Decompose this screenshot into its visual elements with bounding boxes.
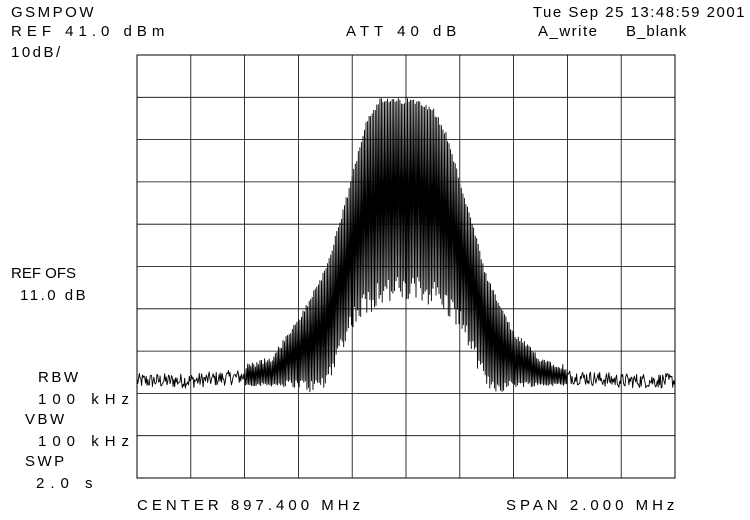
rbw-value: 100 kHz (38, 391, 136, 408)
sweep-label: SWP (25, 453, 67, 470)
ref-offset-label: REF OFS (11, 265, 77, 282)
rbw-label: RBW (38, 369, 81, 386)
trace-b-mode: B_blank (626, 23, 688, 40)
timestamp: Tue Sep 25 13:48:59 2001 (532, 4, 746, 21)
sweep-value: 2.0 s (36, 475, 99, 492)
vertical-scale: 10dB/ (11, 44, 63, 61)
measurement-title: GSMPOW (11, 4, 96, 21)
reference-level: REF 41.0 dBm (11, 23, 170, 40)
vbw-label: VBW (25, 411, 67, 428)
spectrum-trace (136, 98, 676, 393)
vbw-value: 100 kHz (38, 433, 136, 450)
center-frequency: CENTER 897.400 MHz (137, 497, 365, 514)
trace-a-mode: A_write (538, 23, 599, 40)
attenuation: ATT 40 dB (346, 23, 462, 40)
ref-offset-value: 11.0 dB (20, 287, 89, 304)
frequency-span: SPAN 2.000 MHz (506, 497, 679, 514)
